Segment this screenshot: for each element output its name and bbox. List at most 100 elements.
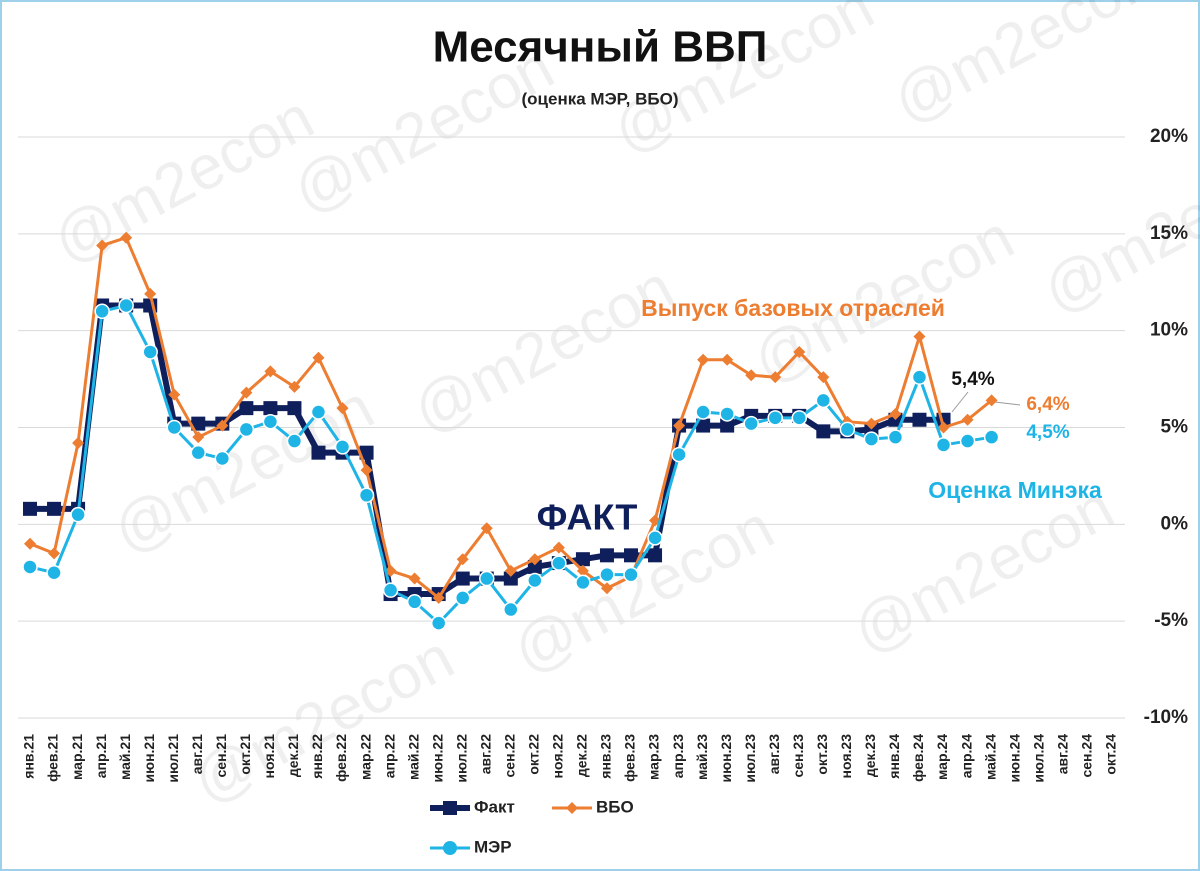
point: [865, 417, 878, 430]
chart-title: Месячный ВВП: [433, 23, 768, 72]
x-tick-label: апр.21: [93, 734, 109, 778]
point: [48, 547, 61, 560]
x-tick-label: апр.24: [958, 734, 974, 778]
point: [720, 418, 735, 433]
x-tick-label: сен.21: [213, 734, 229, 778]
point: [504, 564, 517, 577]
x-tick-label: сен.23: [790, 734, 806, 778]
x-tick-label: май.21: [117, 734, 133, 780]
point: [575, 552, 590, 567]
point: [673, 419, 686, 432]
point: [575, 574, 591, 591]
point: [745, 369, 758, 382]
x-tick-label: июл.22: [453, 734, 469, 783]
point: [358, 487, 375, 504]
point: [600, 582, 613, 595]
y-tick-label: 10%: [1150, 320, 1188, 341]
point: [480, 522, 493, 535]
point: [985, 394, 998, 407]
y-tick-label: 20%: [1150, 126, 1188, 147]
x-tick-label: сен.24: [1078, 734, 1094, 778]
point: [72, 436, 85, 449]
x-tick-label: фев.24: [910, 734, 926, 782]
point: [264, 365, 277, 378]
point: [336, 402, 349, 415]
point: [382, 582, 399, 598]
legend-label: МЭР: [474, 837, 512, 856]
x-tick-label: янв.21: [21, 734, 37, 779]
leader: [994, 401, 1021, 406]
point: [791, 410, 808, 426]
point: [503, 571, 518, 586]
point: [239, 401, 254, 416]
x-tick-label: апр.22: [381, 734, 397, 778]
legend-marker: [443, 801, 457, 815]
x-tick-label: фев.21: [45, 734, 61, 782]
point: [769, 371, 782, 384]
point: [262, 413, 279, 430]
x-tick-label: ноя.23: [838, 734, 854, 779]
point: [599, 566, 615, 583]
point: [312, 351, 325, 364]
annotation: 5,4%: [951, 369, 994, 390]
x-tick-label: июн.24: [1006, 734, 1022, 783]
point: [288, 380, 301, 393]
point: [310, 404, 327, 420]
point: [863, 431, 880, 447]
x-tick-label: апр.23: [670, 734, 686, 778]
point: [887, 429, 904, 445]
point: [406, 594, 423, 610]
point: [22, 559, 38, 575]
x-tick-label: май.24: [982, 734, 998, 780]
point: [816, 424, 831, 439]
point: [528, 553, 541, 566]
annotation: 6,4%: [1026, 394, 1069, 415]
point: [360, 464, 373, 477]
point: [96, 239, 109, 252]
point: [142, 344, 158, 360]
annotation: 4,5%: [1026, 422, 1069, 443]
point: [671, 446, 687, 463]
point: [527, 572, 543, 589]
x-tick-label: июл.23: [742, 734, 758, 783]
point: [24, 537, 36, 550]
legend-marker: [566, 802, 578, 814]
point: [983, 429, 1000, 445]
point: [47, 501, 62, 516]
x-tick-label: мар.22: [357, 734, 373, 780]
point: [455, 571, 470, 586]
point: [648, 548, 663, 563]
point: [503, 601, 519, 618]
x-tick-label: июл.21: [165, 734, 181, 783]
point: [817, 371, 830, 384]
point: [696, 418, 711, 433]
x-tick-label: июн.21: [141, 734, 157, 783]
series: [22, 297, 1000, 631]
point: [287, 401, 302, 416]
annotation: Оценка Минэка: [928, 477, 1102, 503]
point: [721, 353, 734, 366]
point: [94, 303, 110, 320]
y-tick-label: 0%: [1161, 513, 1189, 534]
x-tick-label: фев.23: [622, 734, 638, 782]
x-tick-label: мар.23: [646, 734, 662, 780]
point: [623, 566, 639, 583]
x-tick-label: янв.22: [309, 734, 325, 779]
x-tick-label: авг.23: [766, 734, 782, 774]
point: [23, 501, 37, 516]
point: [599, 548, 614, 563]
x-tick-label: ноя.22: [550, 734, 566, 779]
x-tick-label: июн.22: [429, 734, 445, 783]
point: [913, 330, 926, 343]
x-tick-label: сен.22: [502, 734, 518, 778]
point: [911, 369, 928, 385]
x-tick-label: мар.21: [69, 734, 85, 780]
point: [767, 410, 783, 426]
point: [238, 421, 255, 438]
point: [263, 401, 278, 416]
chart-subtitle: (оценка МЭР, ВБО): [522, 89, 679, 108]
x-tick-label: фев.22: [333, 734, 349, 782]
point: [166, 419, 182, 436]
x-tick-label: дек.23: [862, 734, 878, 777]
point: [719, 406, 735, 422]
